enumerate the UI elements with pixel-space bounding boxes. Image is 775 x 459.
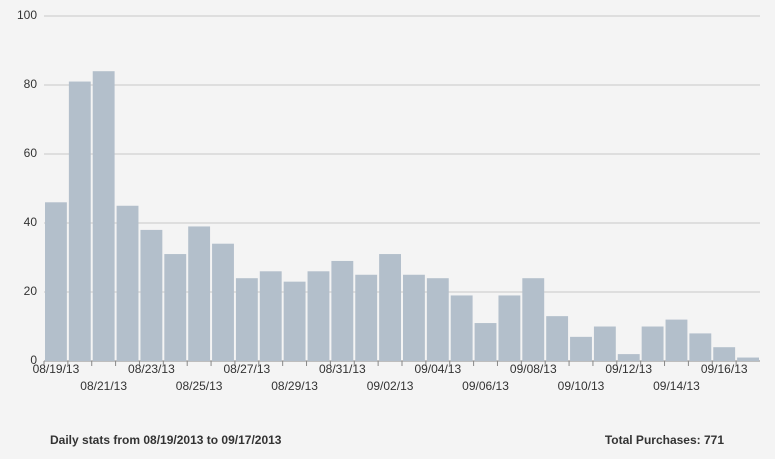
footer-right: Total Purchases: 771 [605, 433, 724, 447]
bar [426, 278, 449, 361]
bar [212, 243, 234, 361]
x-tick-label: 09/04/13 [414, 362, 461, 376]
bar [689, 333, 712, 361]
x-tick-label: 08/21/13 [80, 379, 127, 393]
bar [593, 326, 616, 361]
x-tick-label: 09/06/13 [462, 379, 509, 393]
bar [188, 226, 211, 361]
y-tick-label: 100 [17, 8, 37, 22]
x-tick-label: 09/14/13 [653, 379, 700, 393]
bar [45, 202, 67, 361]
x-tick-label: 09/02/13 [367, 379, 414, 393]
x-tick-label: 08/23/13 [128, 362, 175, 376]
x-tick-label: 08/27/13 [224, 362, 271, 376]
bar [116, 205, 139, 361]
y-tick-label: 0 [30, 353, 37, 367]
bar [522, 278, 545, 361]
y-tick-label: 40 [24, 215, 38, 229]
y-tick-label: 80 [24, 77, 38, 91]
bar [164, 254, 187, 361]
bar [403, 274, 425, 361]
x-tick-label: 08/31/13 [319, 362, 366, 376]
bar [307, 271, 330, 361]
x-tick-label: 09/10/13 [558, 379, 605, 393]
bar [498, 295, 521, 361]
bar [68, 81, 91, 362]
bar [474, 323, 497, 361]
x-tick-label: 08/29/13 [271, 379, 318, 393]
bar [92, 71, 115, 361]
bar [140, 229, 163, 361]
bar [713, 347, 736, 361]
bar [665, 319, 688, 361]
x-tick-label: 09/08/13 [510, 362, 557, 376]
bar [570, 336, 592, 361]
x-tick-label: 08/25/13 [176, 379, 223, 393]
footer-left: Daily stats from 08/19/2013 to 09/17/201… [50, 433, 282, 447]
x-tick-label: 08/19/13 [33, 362, 80, 376]
bar [331, 260, 354, 361]
bar [259, 271, 282, 361]
bar [737, 357, 759, 361]
x-tick-label: 09/12/13 [605, 362, 652, 376]
bar [546, 316, 569, 361]
y-tick-label: 60 [24, 146, 38, 160]
bar [235, 278, 258, 361]
bar [617, 354, 640, 361]
bar [283, 281, 306, 361]
bar [641, 326, 664, 361]
x-tick-label: 09/16/13 [701, 362, 748, 376]
y-tick-label: 20 [24, 284, 38, 298]
bar [379, 254, 401, 361]
bar [355, 274, 378, 361]
bar [450, 295, 473, 361]
